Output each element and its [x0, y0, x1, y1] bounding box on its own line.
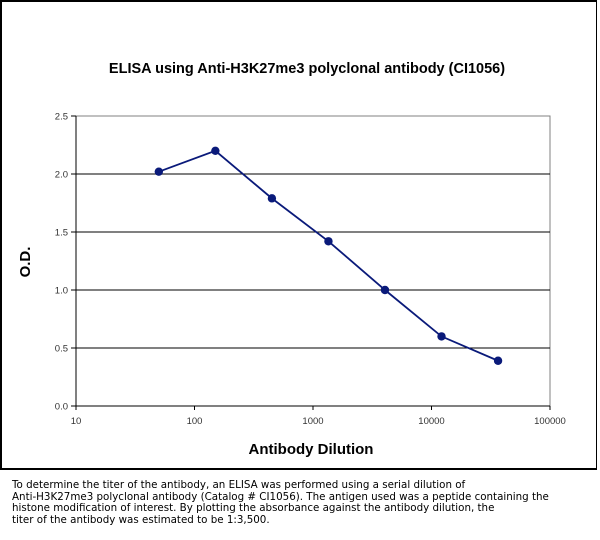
data-point [154, 167, 164, 176]
y-tick-label: 1.5 [55, 228, 68, 239]
y-tick-label: 2.5 [55, 112, 68, 123]
y-tick-label: 2.0 [55, 170, 68, 181]
chart-title: ELISA using Anti-H3K27me3 polyclonal ant… [109, 61, 505, 77]
data-point [324, 237, 333, 246]
x-tick-label: 10000 [418, 416, 444, 427]
y-tick-label: 1.0 [55, 286, 68, 297]
y-tick-labels: 0.0 0.5 1.0 1.5 2.0 2.5 [55, 112, 68, 413]
x-tick-label: 100000 [534, 416, 566, 427]
data-series [154, 146, 503, 365]
plot-area-border [75, 115, 551, 407]
gridlines [76, 173, 550, 349]
x-tick-labels: 10 100 1000 10000 100000 [71, 416, 566, 427]
axes [71, 115, 551, 410]
data-point [493, 356, 503, 365]
x-tick-label: 10 [71, 416, 82, 427]
figure-caption: To determine the titer of the antibody, … [12, 479, 549, 526]
x-axis-label: Antibody Dilution [249, 441, 374, 458]
data-point [380, 285, 390, 295]
y-tick-label: 0.5 [55, 344, 68, 355]
data-point [267, 194, 277, 203]
chart-border [0, 0, 597, 470]
data-point [211, 146, 220, 155]
data-point [437, 332, 446, 341]
series-line [158, 149, 499, 362]
y-tick-label: 0.0 [55, 402, 68, 413]
elisa-chart: 0.00.51.01.52.02.5 10 100 1000 10000 100000 … [17, 61, 566, 458]
x-tick-label: 1000 [302, 416, 323, 427]
y-axis-label: O.D. [17, 247, 34, 278]
x-tick-label: 100 [187, 416, 203, 427]
